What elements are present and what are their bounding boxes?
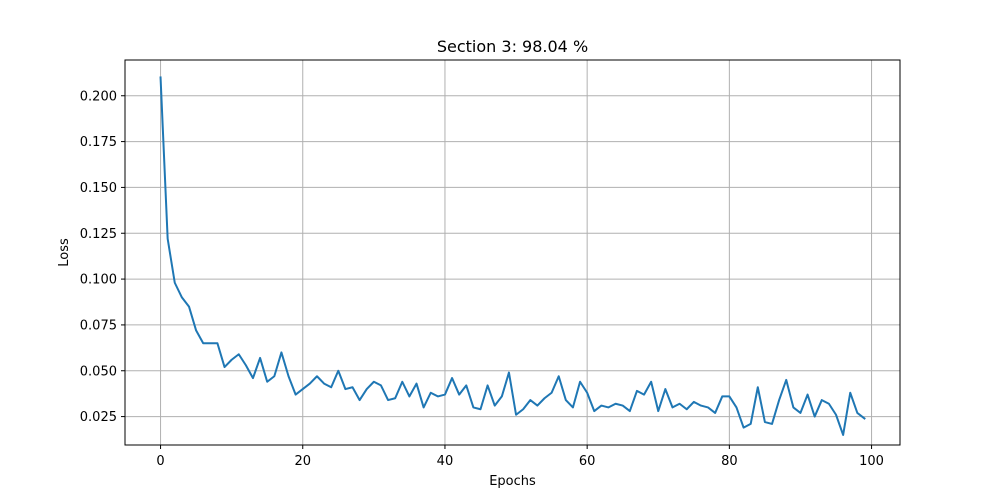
x-tick-label: 40 <box>437 454 454 469</box>
plot-frame <box>124 59 901 446</box>
y-axis-ticks: 0.025 0.050 0.075 0.100 0.125 0.150 0.175 0.200 <box>80 89 125 425</box>
y-axis-label: Loss <box>57 238 72 267</box>
x-tick-label: 0 <box>156 454 164 469</box>
y-tick-label: 0.075 <box>80 318 117 333</box>
chart-title: Section 3: 98.04 % <box>437 37 588 56</box>
x-axis-label: Epochs <box>489 474 536 489</box>
y-tick-label: 0.125 <box>80 227 117 242</box>
x-tick-label: 100 <box>859 454 884 469</box>
x-axis-ticks: 0 20 40 60 80 100 <box>156 445 884 469</box>
series-layer <box>159 76 866 436</box>
y-tick-label: 0.050 <box>80 364 117 379</box>
y-tick-label: 0.150 <box>80 181 117 196</box>
y-tick-label: 0.200 <box>80 89 117 104</box>
x-tick-label: 20 <box>294 454 311 469</box>
grid <box>125 60 900 445</box>
x-tick-label: 80 <box>721 454 738 469</box>
x-tick-label: 60 <box>579 454 596 469</box>
loss-line <box>159 76 866 436</box>
y-tick-label: 0.175 <box>80 135 117 150</box>
y-tick-label: 0.100 <box>80 273 117 288</box>
y-tick-label: 0.025 <box>80 410 117 425</box>
